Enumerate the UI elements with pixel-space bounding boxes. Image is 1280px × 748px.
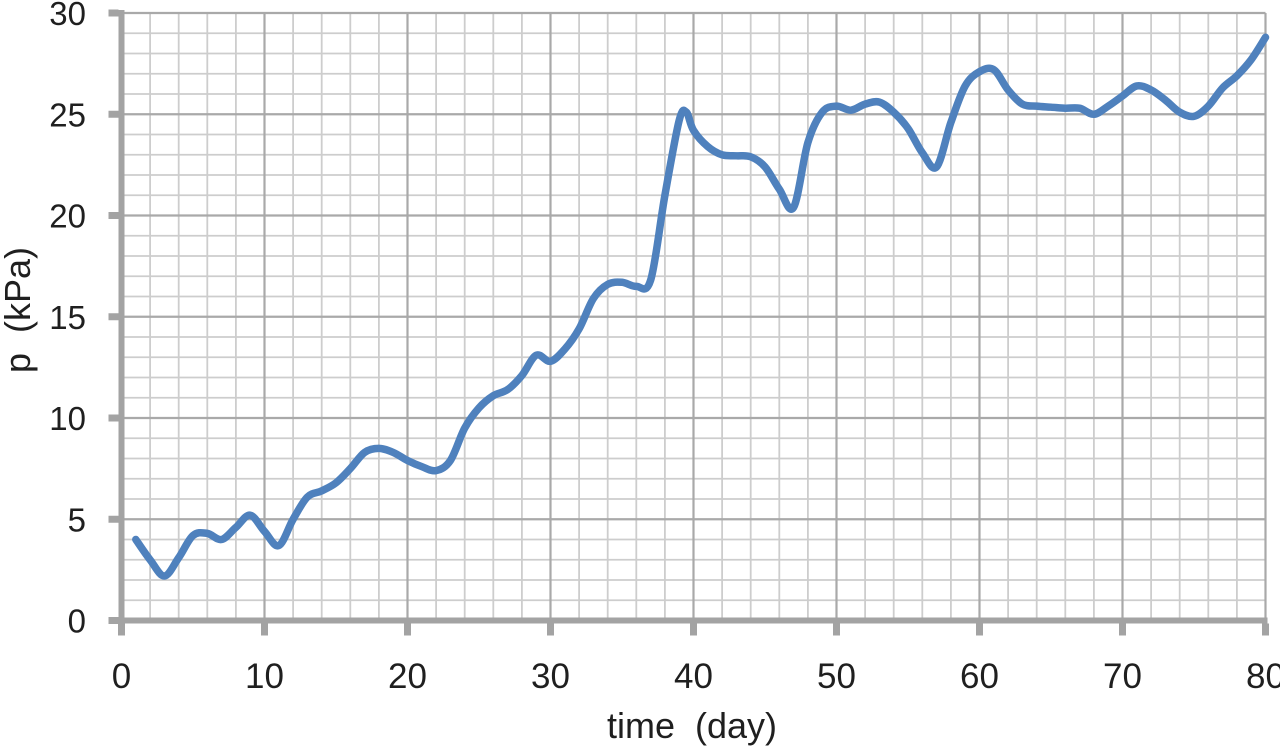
x-tick-label: 10 [245,657,284,696]
tick-label-layer: 0 10 20 30 40 50 60 70 80 0 5 10 15 20 25 30 [49,0,1280,696]
series-line-p [132,33,1270,580]
x-tick-label: 20 [388,657,427,696]
x-tick-label: 70 [1103,657,1142,696]
axis-layer [108,9,1269,636]
x-tick-label: 80 [1246,657,1280,696]
x-tick-label: 60 [960,657,999,696]
x-axis-title: time (day) [607,705,777,746]
x-tick-label: 50 [817,657,856,696]
y-tick-label: 25 [49,96,86,133]
y-tick-label: 30 [49,0,86,32]
x-tick-label: 0 [112,657,131,696]
x-tick-label: 40 [674,657,713,696]
series-layer [132,33,1270,580]
y-axis-title: p (kPa) [0,247,38,373]
grid-major-layer [121,11,1267,621]
y-tick-label: 20 [49,198,86,235]
y-tick-label: 15 [49,299,86,336]
y-tick-label: 5 [68,501,86,538]
y-tick-label: 10 [49,400,86,437]
x-tick-label: 30 [531,657,570,696]
y-tick-label: 0 [68,603,86,640]
